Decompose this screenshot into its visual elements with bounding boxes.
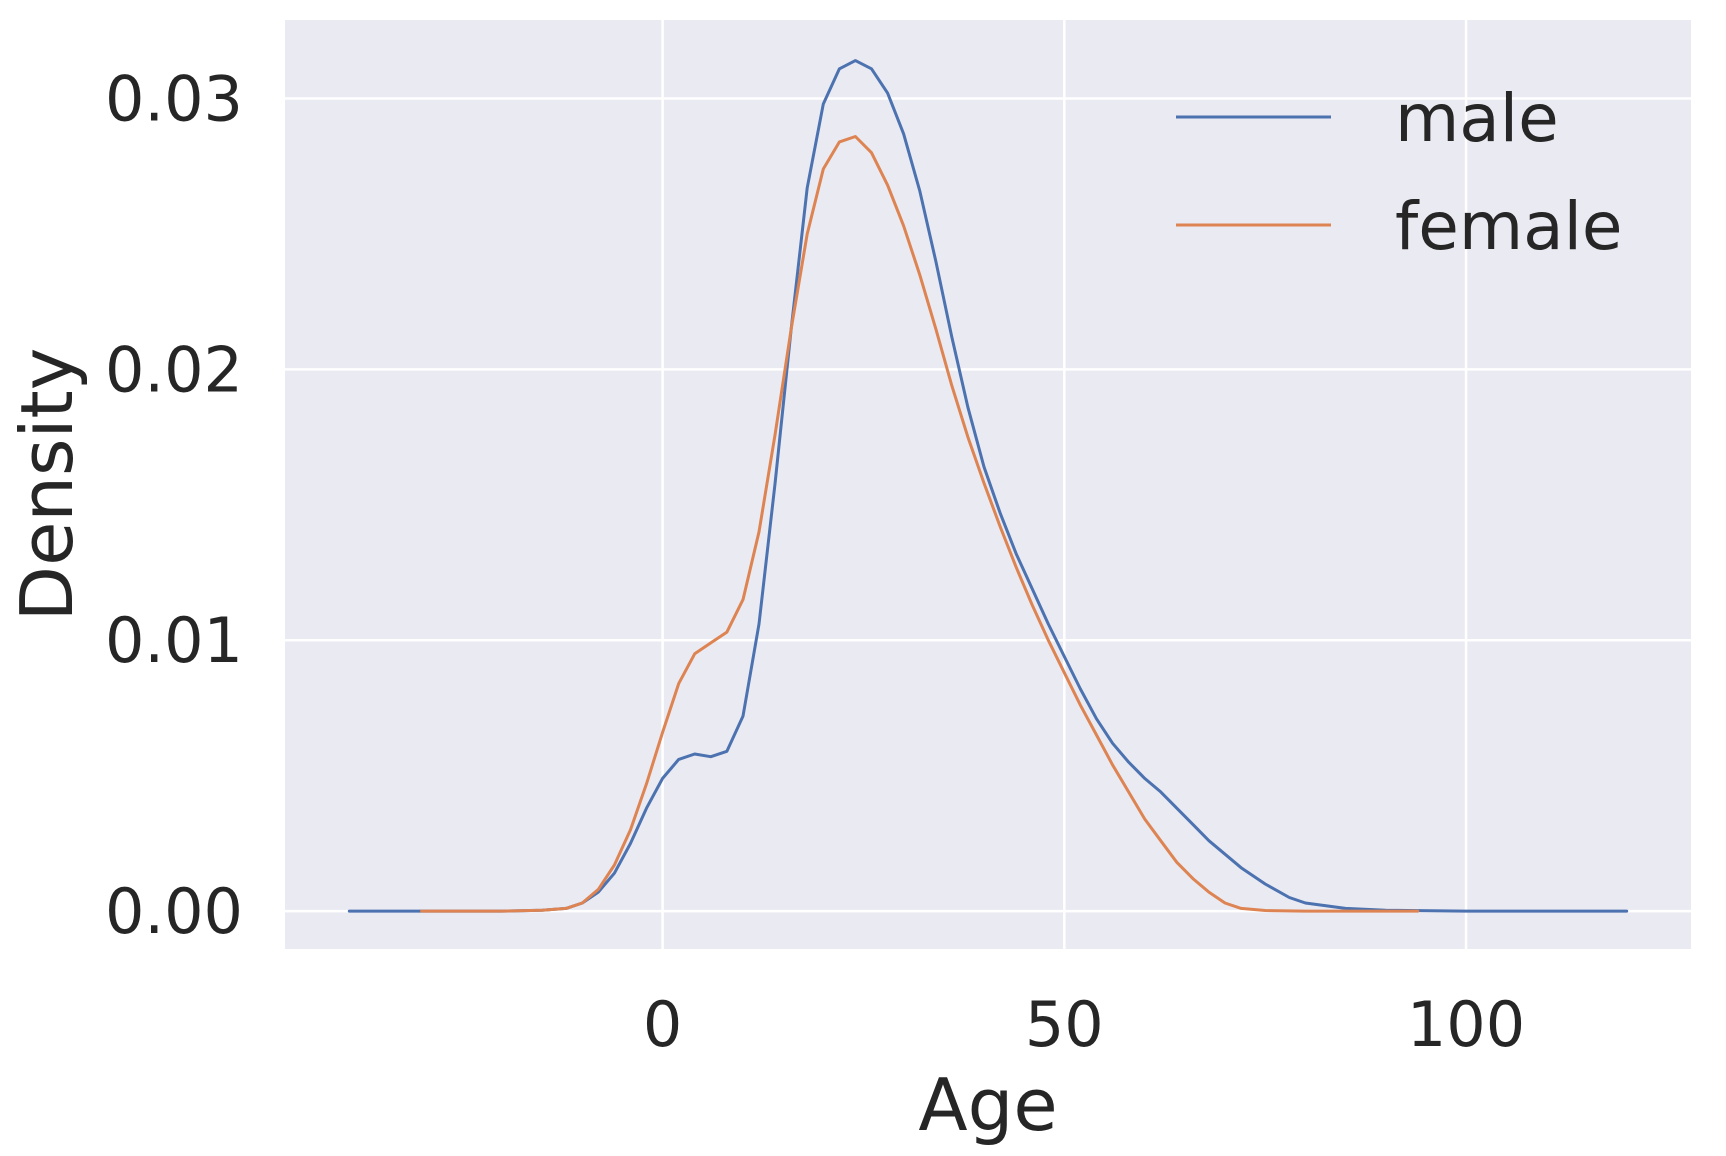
y-tick-label: 0.01 <box>105 604 243 677</box>
series-lines <box>347 59 1629 913</box>
y-tick-label: 0.02 <box>105 333 243 406</box>
plot-background <box>285 20 1691 949</box>
x-axis-label: Age <box>918 1063 1057 1147</box>
legend: male female <box>1176 80 1623 265</box>
x-tick-label: 50 <box>1025 988 1104 1061</box>
y-axis-label: Density <box>5 348 89 622</box>
y-tick-label: 0.03 <box>105 63 243 136</box>
series-line-male <box>347 59 1629 913</box>
x-tick-label: 100 <box>1407 988 1525 1061</box>
legend-label-female: female <box>1395 188 1623 265</box>
x-tick-label: 0 <box>643 988 682 1061</box>
series-line-female <box>420 135 1420 913</box>
tick-labels: 0 50 100 0.00 0.01 0.02 0.03 <box>105 63 1525 1061</box>
legend-label-male: male <box>1395 80 1559 157</box>
y-tick-label: 0.00 <box>105 875 243 948</box>
